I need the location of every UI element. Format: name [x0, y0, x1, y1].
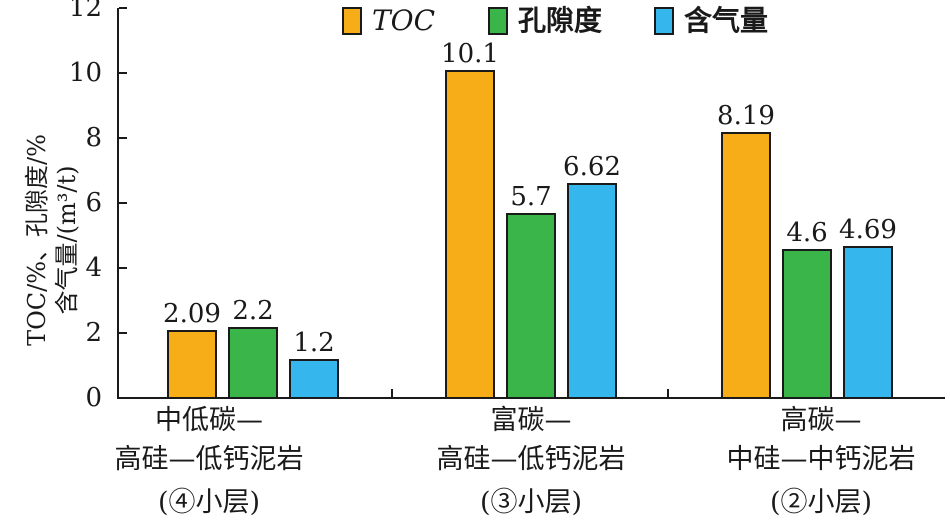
bar-gas-content-2: [567, 182, 617, 399]
bar-toc-2: [445, 69, 495, 399]
bar-porosity-3: [782, 248, 832, 399]
bar-porosity-1: [228, 326, 278, 399]
data-label-porosity-1: 2.2: [232, 295, 274, 326]
x-category-label-3-line-2: 中硅—中钙泥岩: [726, 444, 916, 475]
bar-toc-1: [167, 330, 217, 399]
y-tick: [119, 72, 127, 74]
y-axis-title-line-1: TOC/%、孔隙度/%: [23, 134, 51, 346]
y-tick-label: 8: [85, 123, 102, 153]
legend-label-gas-content: 含气量: [684, 4, 769, 37]
x-category-label-2-line-3: (③小层): [479, 487, 583, 518]
x-category-label-1: 中低碳— 高硅—低钙泥岩 (④小层): [69, 401, 349, 522]
x-group-tick: [667, 389, 669, 398]
y-tick: [119, 202, 127, 204]
data-label-toc-1: 2.09: [163, 299, 221, 330]
data-label-toc-2: 10.1: [441, 38, 499, 69]
y-tick-label: 6: [85, 188, 102, 218]
legend-swatch-porosity: [488, 7, 508, 35]
x-category-label-1-line-3: (④小层): [157, 487, 261, 518]
x-category-label-3: 高碳— 中硅—中钙泥岩 (②小层): [681, 401, 950, 522]
legend-swatch-gas-content: [654, 7, 674, 35]
y-tick-label: 12: [68, 0, 102, 23]
y-tick-label: 10: [68, 58, 102, 88]
y-tick-label: 0: [85, 383, 102, 413]
bar-porosity-2: [506, 212, 556, 399]
legend-label-porosity: 孔隙度: [518, 4, 603, 37]
bar-gas-content-3: [843, 245, 893, 399]
y-axis-title-line-2: 含气量/(m³/t): [53, 165, 81, 315]
data-label-gas-content-1: 1.2: [293, 328, 335, 358]
y-tick-label: 4: [85, 253, 102, 283]
x-category-label-2-line-2: 高硅—低钙泥岩: [436, 444, 626, 475]
data-label-porosity-2: 5.7: [510, 181, 552, 212]
y-tick: [119, 137, 127, 139]
x-category-label-3-line-3: (②小层): [769, 487, 873, 518]
bar-toc-3: [721, 131, 771, 399]
bar-gas-content-1: [289, 359, 339, 399]
y-tick: [119, 267, 127, 269]
x-group-tick: [391, 389, 393, 398]
x-category-label-1-line-1: 中低碳—: [155, 405, 263, 436]
legend-swatch-toc: [342, 7, 362, 35]
y-tick: [119, 332, 127, 334]
x-category-label-1-line-2: 高硅—低钙泥岩: [114, 444, 304, 475]
data-label-gas-content-3: 4.69: [839, 214, 897, 245]
x-category-label-2: 富碳— 高硅—低钙泥岩 (③小层): [391, 401, 671, 522]
data-label-toc-3: 8.19: [717, 100, 775, 131]
y-axis-line: [117, 8, 119, 399]
y-tick: [119, 7, 127, 9]
x-category-label-3-line-1: 高碳—: [780, 405, 862, 436]
data-label-gas-content-2: 6.62: [563, 151, 621, 182]
data-label-porosity-3: 4.6: [786, 217, 828, 248]
x-category-label-2-line-1: 富碳—: [490, 405, 572, 436]
legend-label-toc: TOC: [372, 4, 436, 37]
y-tick: [119, 397, 127, 399]
y-tick-label: 2: [85, 318, 102, 348]
